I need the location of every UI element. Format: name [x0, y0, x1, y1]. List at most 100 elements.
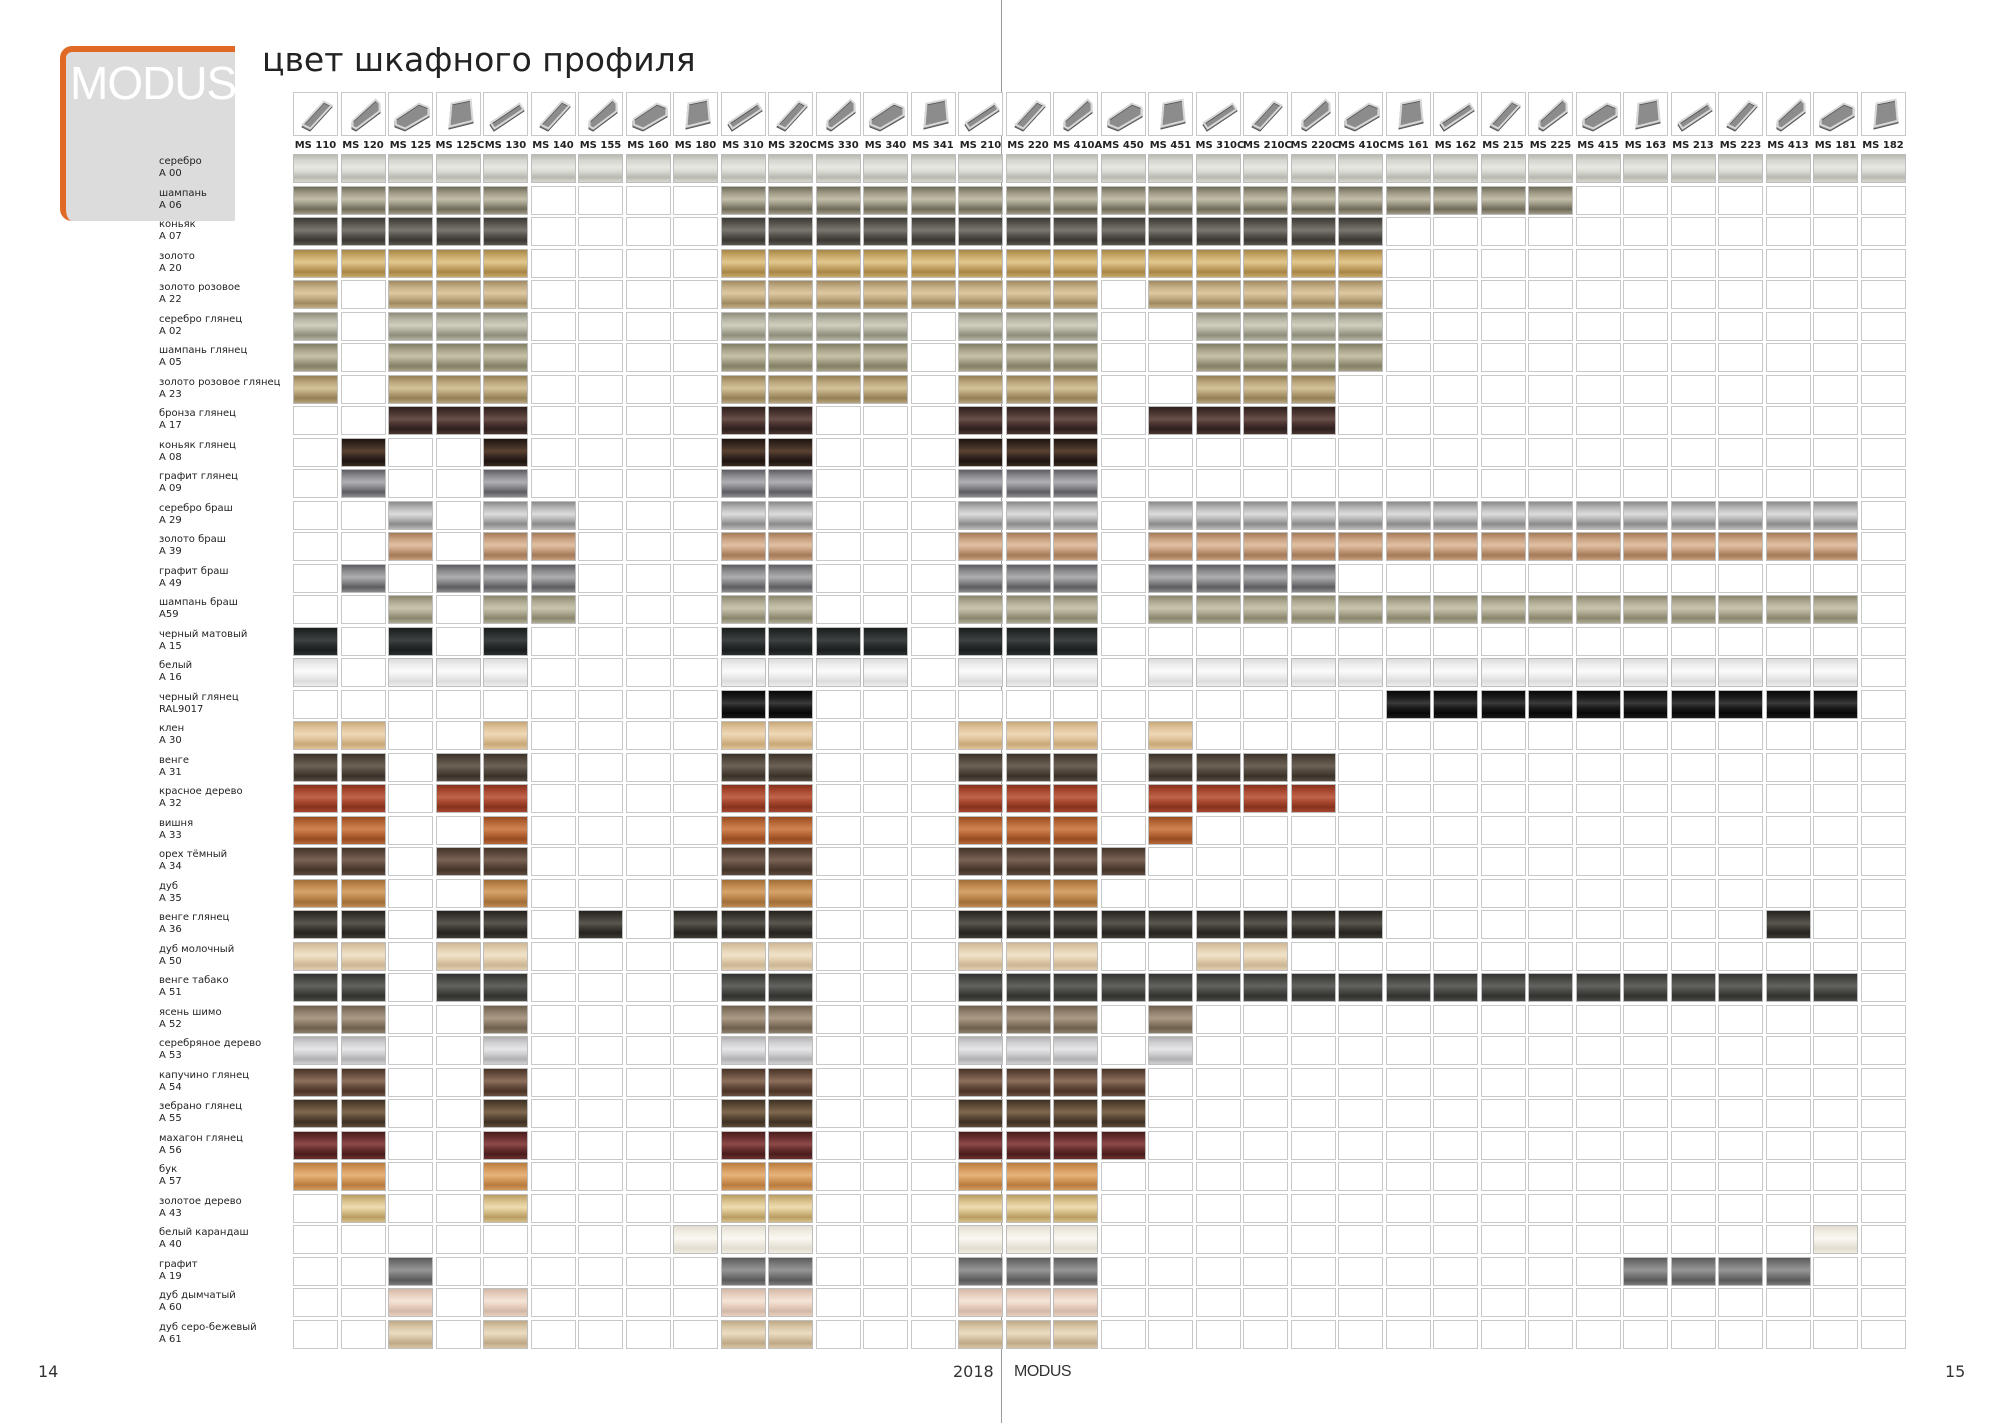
- empty-cell: [625, 847, 671, 876]
- empty-cell: [1765, 1004, 1811, 1034]
- finish-swatch: [483, 469, 528, 498]
- profile-section-icon: [1726, 100, 1759, 132]
- finish-swatch: [1243, 406, 1288, 435]
- empty-cell: [1480, 1162, 1526, 1191]
- empty-cell: [1860, 910, 1906, 939]
- finish-swatch: [1338, 973, 1383, 1002]
- finish-swatch: [720, 595, 766, 624]
- finish-swatch: [1813, 658, 1858, 687]
- empty-cell: [910, 1004, 956, 1034]
- finish-label: шампань A 06: [159, 188, 207, 212]
- finish-swatch: [293, 280, 338, 309]
- empty-cell: [1765, 469, 1811, 498]
- finish-swatch: [720, 689, 766, 719]
- empty-cell: [1148, 689, 1193, 719]
- empty-cell: [1623, 469, 1668, 498]
- finish-swatch: [768, 626, 813, 656]
- empty-cell: [1623, 1162, 1668, 1191]
- finish-swatch: [1005, 1130, 1051, 1160]
- finish-label: вишня A 33: [159, 818, 193, 842]
- empty-cell: [1385, 217, 1431, 246]
- empty-cell: [910, 910, 956, 939]
- empty-cell: [1243, 1130, 1288, 1160]
- finish-code: A 17: [159, 420, 182, 431]
- empty-cell: [1718, 343, 1763, 372]
- empty-cell: [1718, 437, 1763, 467]
- empty-cell: [530, 311, 576, 341]
- empty-cell: [1100, 878, 1146, 908]
- finish-swatch: [530, 563, 576, 593]
- finish-name: шампань глянец: [159, 345, 248, 356]
- empty-cell: [1860, 1004, 1906, 1034]
- finish-swatch: [293, 1036, 338, 1065]
- finish-code: A 23: [159, 388, 182, 400]
- empty-cell: [1243, 1067, 1288, 1097]
- finish-swatch: [1623, 658, 1668, 687]
- finish-swatch: [815, 154, 861, 183]
- finish-swatch: [293, 910, 338, 939]
- empty-cell: [1100, 374, 1146, 404]
- finish-swatch: [768, 878, 813, 908]
- finish-label: золото розовое глянец A 23: [159, 377, 280, 401]
- finish-swatch: [1148, 595, 1193, 624]
- finish-swatch: [340, 815, 386, 845]
- empty-cell: [1433, 217, 1478, 246]
- empty-cell: [815, 532, 861, 561]
- finish-swatch: [293, 217, 338, 246]
- finish-swatch: [1670, 500, 1716, 530]
- profile-section-icon: [922, 98, 949, 130]
- empty-cell: [1860, 941, 1906, 971]
- finish-code: A 61: [159, 1333, 182, 1345]
- finish-swatch: [340, 1036, 386, 1065]
- empty-cell: [1195, 1099, 1241, 1128]
- page-title: цвет шкафного профиля: [262, 40, 696, 79]
- finish-swatch: [340, 1099, 386, 1128]
- empty-cell: [1623, 437, 1668, 467]
- empty-cell: [1480, 343, 1526, 372]
- empty-cell: [388, 1225, 433, 1254]
- empty-cell: [1575, 1130, 1621, 1160]
- empty-cell: [1813, 815, 1858, 845]
- empty-cell: [673, 469, 718, 498]
- finish-swatch: [958, 1099, 1003, 1128]
- finish-swatch: [1290, 280, 1336, 309]
- finish-swatch: [483, 595, 528, 624]
- empty-cell: [1385, 280, 1431, 309]
- empty-cell: [578, 1162, 623, 1191]
- finish-swatch: [720, 563, 766, 593]
- empty-cell: [910, 815, 956, 845]
- empty-cell: [1243, 1225, 1288, 1254]
- finish-swatch: [958, 343, 1003, 372]
- empty-cell: [1290, 437, 1336, 467]
- empty-cell: [1100, 1256, 1146, 1286]
- finish-swatch: [1005, 626, 1051, 656]
- empty-cell: [578, 437, 623, 467]
- finish-swatch: [1195, 532, 1241, 561]
- finish-swatch: [435, 343, 481, 372]
- finish-swatch: [388, 154, 433, 183]
- empty-cell: [1433, 1256, 1478, 1286]
- empty-cell: [815, 437, 861, 467]
- empty-cell: [1480, 1319, 1526, 1349]
- finish-swatch: [720, 1162, 766, 1191]
- empty-cell: [1243, 1256, 1288, 1286]
- finish-swatch: [1195, 406, 1241, 435]
- profile-section-icon: [1488, 100, 1521, 132]
- profile-code: MS 182: [1862, 140, 1904, 151]
- empty-cell: [1765, 847, 1811, 876]
- empty-cell: [673, 1099, 718, 1128]
- finish-label: венге A 31: [159, 755, 189, 779]
- empty-cell: [1480, 878, 1526, 908]
- finish-swatch: [768, 658, 813, 687]
- empty-cell: [340, 1256, 386, 1286]
- empty-cell: [530, 469, 576, 498]
- finish-swatch: [340, 1004, 386, 1034]
- finish-swatch: [768, 469, 813, 498]
- finish-swatch: [483, 563, 528, 593]
- finish-swatch: [1005, 406, 1051, 435]
- empty-cell: [673, 1319, 718, 1349]
- finish-swatch: [958, 154, 1003, 183]
- finish-swatch: [815, 217, 861, 246]
- finish-label: орех тёмный A 34: [159, 849, 227, 873]
- empty-cell: [863, 941, 908, 971]
